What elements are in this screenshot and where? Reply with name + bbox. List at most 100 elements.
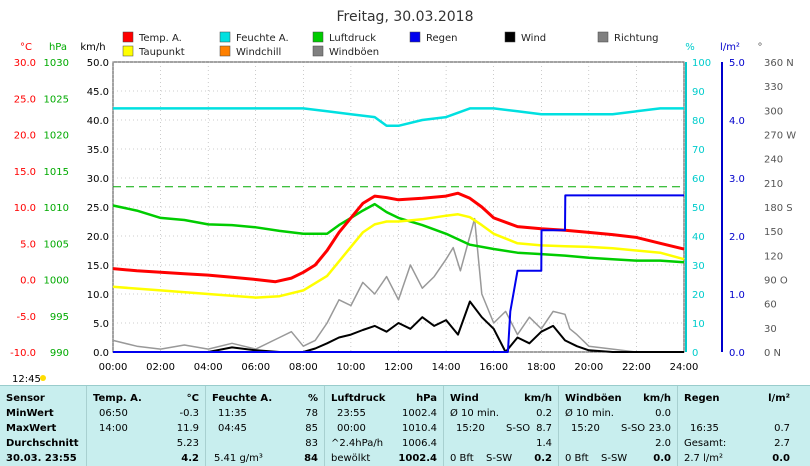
stats-wind-avg: 1.4: [536, 438, 552, 449]
stats-hum-max: 85: [305, 423, 318, 434]
y-tick-label-hum: 30: [692, 261, 705, 272]
y-tick-label-wind: 10.0: [87, 290, 109, 301]
stats-press-unit: hPa: [416, 393, 437, 404]
stats-press-trend: ^2.4hPa/h: [331, 438, 384, 449]
y-tick-label-temp: 10.0: [14, 203, 36, 214]
y-axis-unit-hum: %: [685, 42, 695, 53]
y-tick-label-temp: 30.0: [14, 58, 36, 69]
x-tick-label: 00:00: [99, 362, 128, 373]
stats-row-current: 30.03. 23:55: [6, 453, 77, 464]
y-tick-label-wind: 20.0: [87, 232, 109, 243]
y-tick-label-dir: 60: [764, 300, 777, 311]
y-tick-label-wind: 35.0: [87, 145, 109, 156]
stats-temp-header: Temp. A.: [93, 393, 142, 404]
stats-gust-max: 23.0: [648, 423, 671, 434]
stats-press-max-time: 00:00: [337, 423, 366, 434]
stats-wind-avg-label: Ø 10 min.: [450, 408, 499, 419]
y-tick-label-temp: 0.0: [20, 276, 36, 287]
y-tick-label-press: 1005: [44, 239, 69, 250]
y-tick-label-temp: 5.0: [20, 239, 36, 250]
series-line-windb-en: [112, 217, 684, 353]
y-tick-label-dir: 300: [764, 106, 783, 117]
stats-col-wind: Wind km/h Ø 10 min. 0.2 15:20 S-SO 8.7 1…: [444, 386, 559, 466]
legend-swatch: [219, 31, 231, 43]
legend-label: Windböen: [329, 47, 379, 58]
time-marker-icon: [40, 375, 46, 381]
legend-swatch: [122, 45, 134, 57]
stats-temp-min: -0.3: [179, 408, 199, 419]
stats-wind-bft: 0 Bft: [450, 453, 474, 464]
stats-rain-header: Regen: [684, 393, 720, 404]
stats-gust-avg-label: Ø 10 min.: [565, 408, 614, 419]
stats-col-rain: Regen l/m² 16:35 0.7 Gesamt: 2.7 2.7 l/m…: [678, 386, 796, 466]
y-axis-unit-dir: °: [758, 42, 763, 53]
stats-hum-min: 78: [305, 408, 318, 419]
x-tick-label: 16:00: [479, 362, 508, 373]
series-line-wind: [113, 300, 684, 353]
statistics-table: Sensor MinWert MaxWert Durchschnitt 30.0…: [0, 385, 810, 466]
stats-press-min-time: 23:55: [337, 408, 366, 419]
x-tick-label: 18:00: [527, 362, 556, 373]
y-tick-label-wind: 30.0: [87, 174, 109, 185]
y-tick-label-hum: 0: [692, 348, 698, 359]
stats-wind-current: 0.2: [534, 453, 552, 464]
x-tick-label: 06:00: [241, 362, 270, 373]
y-tick-label-press: 990: [50, 348, 69, 359]
y-tick-label-temp: -5.0: [16, 312, 36, 323]
series-line-taupunkt: [112, 213, 685, 299]
stats-hum-abs: 5.41 g/m³: [214, 453, 263, 464]
y-tick-label-hum: 50: [692, 203, 705, 214]
y-tick-label-hum: 10: [692, 319, 705, 330]
chart-title: Freitag, 30.03.2018: [337, 9, 474, 25]
y-axis-unit-rain: l/m²: [720, 42, 740, 53]
stats-wind-unit: km/h: [524, 393, 552, 404]
y-tick-label-rain: 2.0: [729, 232, 745, 243]
stats-temp-max-time: 14:00: [99, 423, 128, 434]
y-tick-label-wind: 45.0: [87, 87, 109, 98]
y-tick-label-rain: 1.0: [729, 290, 745, 301]
y-tick-label-press: 1015: [44, 167, 69, 178]
y-tick-label-press: 1020: [44, 131, 69, 142]
stats-temp-unit: °C: [186, 393, 199, 404]
legend-label: Taupunkt: [138, 47, 185, 58]
stats-wind-header: Wind: [450, 393, 479, 404]
y-tick-label-dir: 270 W: [764, 131, 796, 142]
y-tick-label-wind: 40.0: [87, 116, 109, 127]
y-tick-label-temp: 15.0: [14, 167, 36, 178]
stats-hum-avg: 83: [305, 438, 318, 449]
y-tick-label-hum: 90: [692, 87, 705, 98]
y-axis-unit-temp: °C: [20, 42, 32, 53]
x-tick-label: 02:00: [146, 362, 175, 373]
stats-gust-header: Windböen: [565, 393, 622, 404]
stats-gust-bft: 0 Bft: [565, 453, 589, 464]
x-tick-label: 20:00: [574, 362, 603, 373]
y-tick-label-temp: 25.0: [14, 94, 36, 105]
y-tick-label-press: 1025: [44, 94, 69, 105]
stats-wind-avg10: 0.2: [536, 408, 552, 419]
stats-rain-cur-label: 2.7 l/m²: [684, 453, 723, 464]
stats-temp-current: 4.2: [181, 453, 199, 464]
y-tick-label-hum: 100: [692, 58, 711, 69]
stats-hum-current: 84: [304, 453, 318, 464]
stats-press-max: 1010.4: [402, 423, 437, 434]
legend-label: Richtung: [614, 33, 659, 44]
stats-gust-max-dir: S-SO: [621, 423, 646, 434]
y-tick-label-press: 1000: [44, 276, 69, 287]
stats-press-avg: 1006.4: [402, 438, 437, 449]
stats-col-temp: Temp. A. °C 06:50 -0.3 14:00 11.9 5.23 4…: [87, 386, 206, 466]
x-tick-label: 08:00: [289, 362, 318, 373]
y-tick-label-wind: 25.0: [87, 203, 109, 214]
stats-wind-max-time: 15:20: [456, 423, 485, 434]
stats-col-hum: Feuchte A. % 11:35 78 04:45 85 83 5.41 g…: [206, 386, 325, 466]
y-tick-label-dir: 330: [764, 82, 783, 93]
y-tick-label-rain: 4.0: [729, 116, 745, 127]
legend-swatch: [312, 31, 324, 43]
y-axis-unit-press: hPa: [49, 42, 67, 53]
series-line-regen: [113, 194, 684, 353]
grid: [112, 61, 685, 353]
stats-wind-max: 8.7: [536, 423, 552, 434]
stats-hum-max-time: 04:45: [218, 423, 247, 434]
stats-hum-min-time: 11:35: [218, 408, 247, 419]
y-tick-label-dir: 360 N: [764, 58, 794, 69]
y-tick-label-dir: 90 O: [764, 276, 788, 287]
